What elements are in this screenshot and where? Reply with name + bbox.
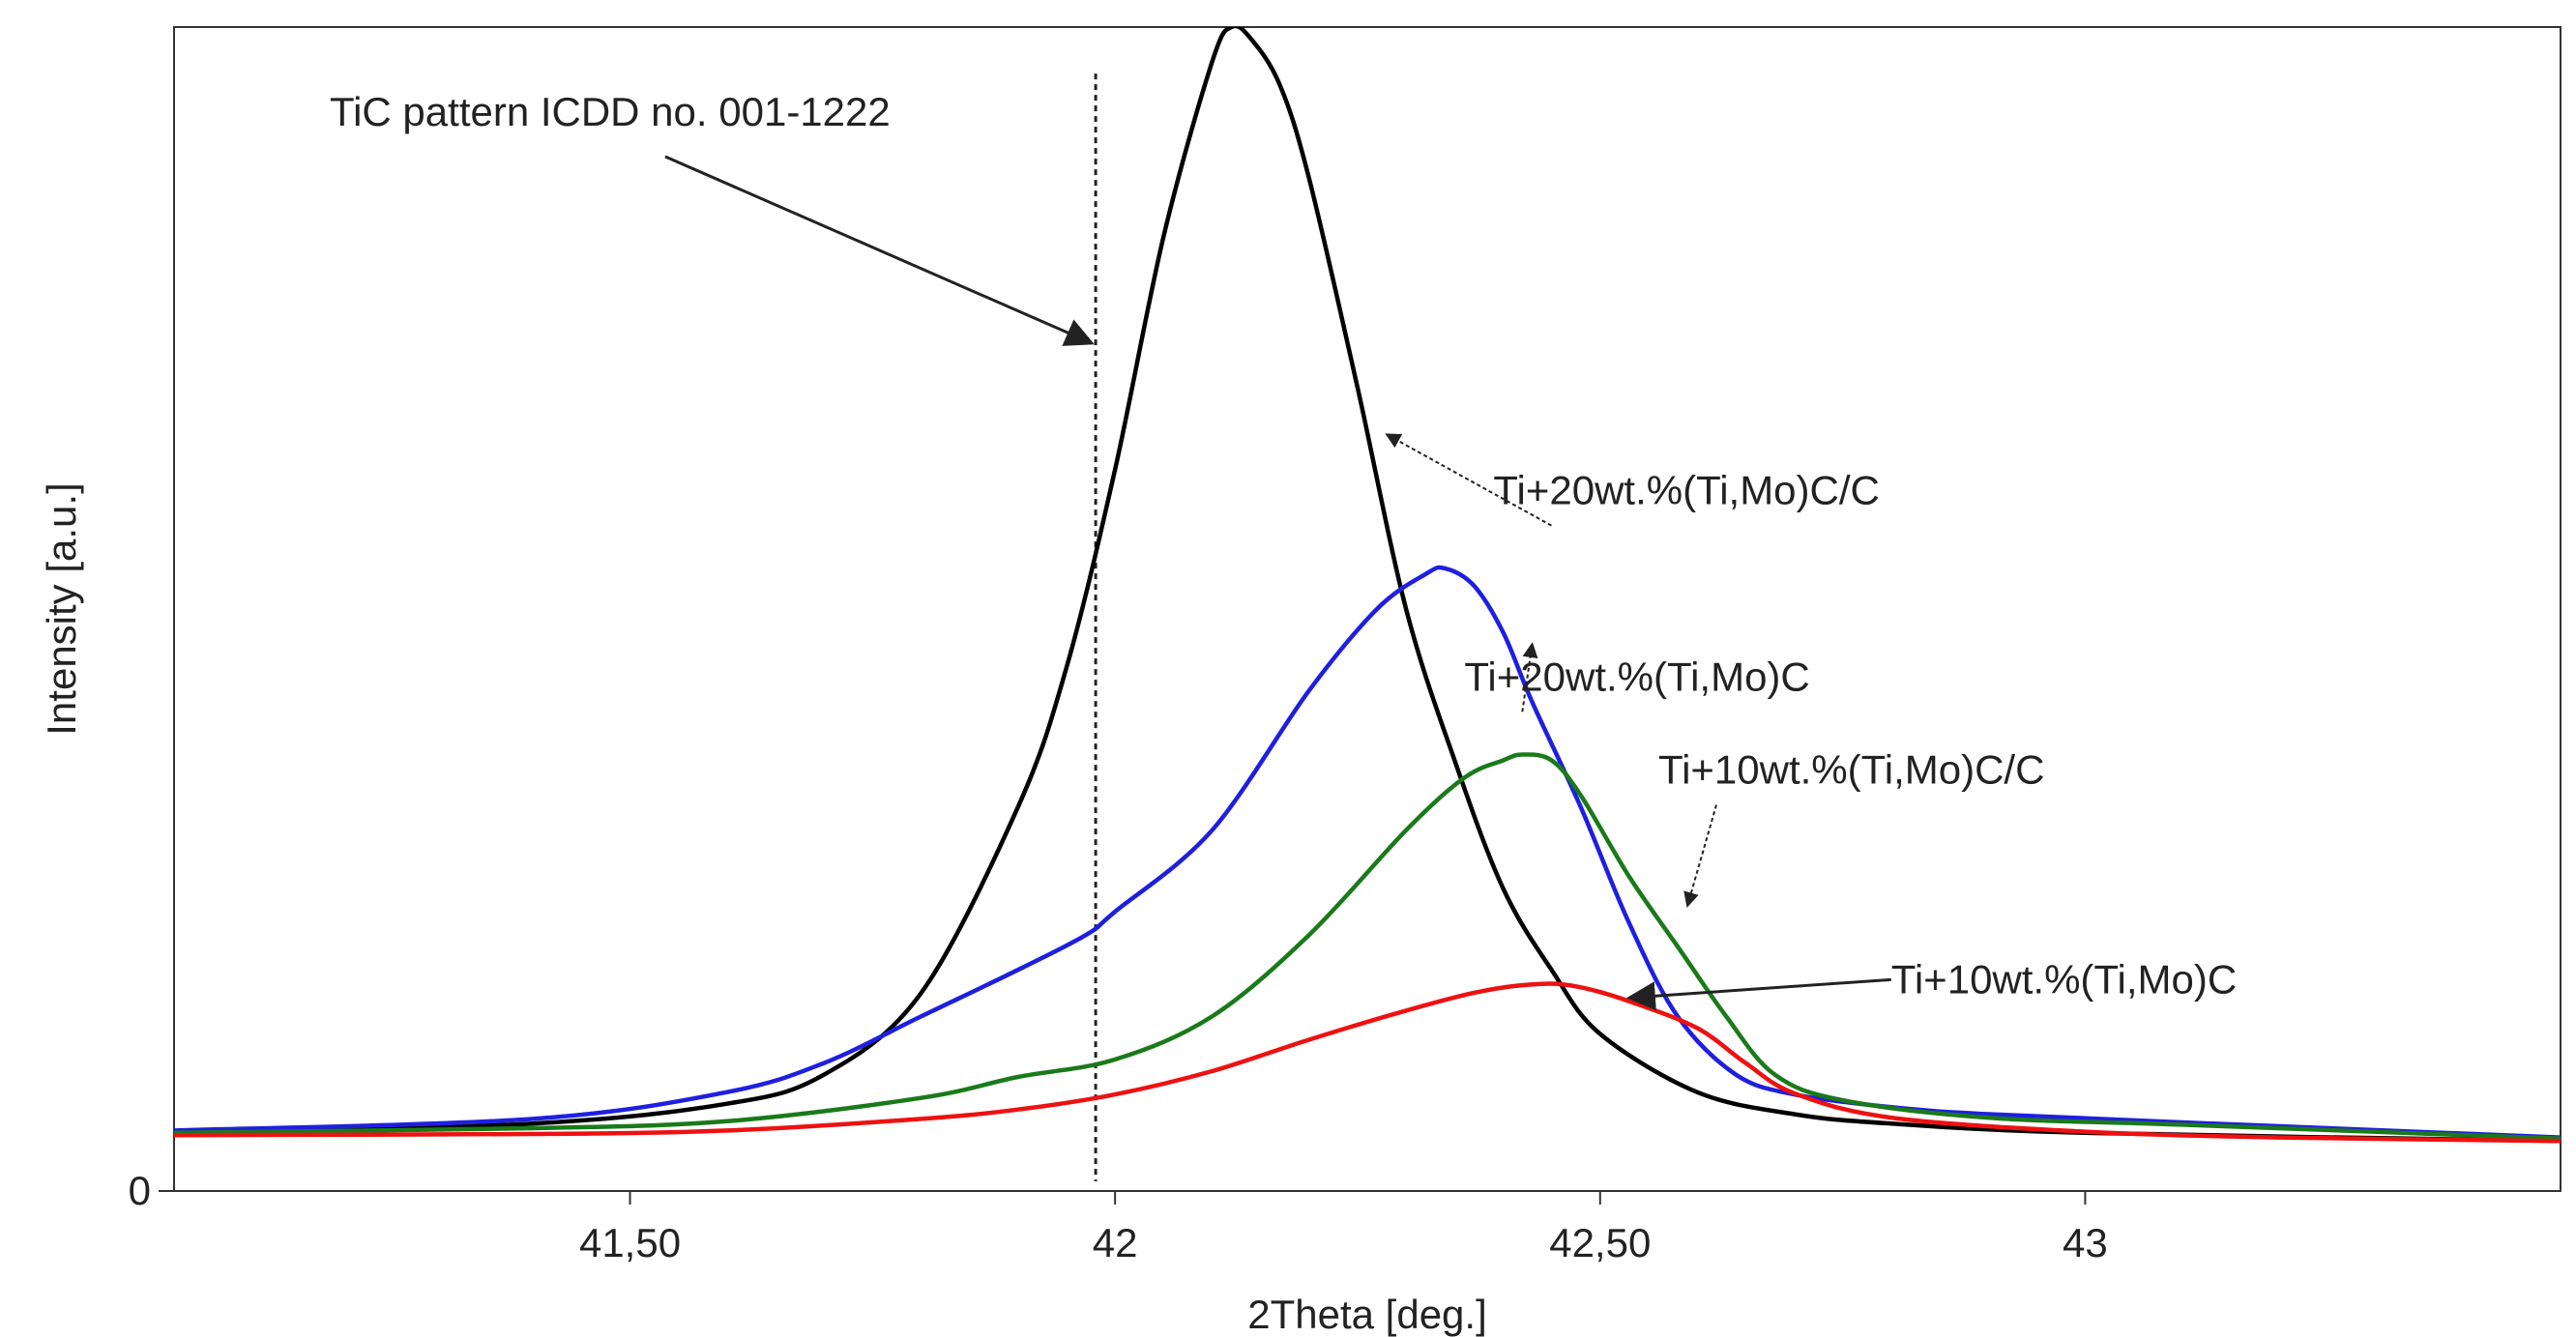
series-line-3 bbox=[174, 752, 2561, 1142]
x-tick-label: 42,50 bbox=[1549, 1220, 1651, 1265]
series-arrow-2 bbox=[1521, 642, 1538, 712]
series-label-3: Ti+10wt.%(Ti,Mo)C/C bbox=[1658, 747, 2044, 793]
plot-frame bbox=[173, 26, 2561, 1192]
series-label-2: Ti+20wt.%(Ti,Mo)C bbox=[1464, 654, 1809, 699]
x-tick-label: 43 bbox=[2063, 1220, 2108, 1265]
series-line-2 bbox=[174, 565, 2561, 1140]
series-group bbox=[174, 27, 2561, 1144]
series-line-4 bbox=[174, 981, 2561, 1144]
series-arrow-1 bbox=[1385, 433, 1552, 527]
x-tick-label: 42 bbox=[1093, 1220, 1138, 1265]
axis-ticks: 41,50 42 42,50 43 0 bbox=[129, 1168, 2108, 1265]
annotations: TiC pattern ICDD no. 001-1222 Ti+20wt.%(T… bbox=[330, 89, 2237, 1011]
series-arrow-3 bbox=[1683, 804, 1717, 908]
y-axis-title: Intensity [a.u.] bbox=[39, 482, 84, 735]
series-label-1: Ti+20wt.%(Ti,Mo)C/C bbox=[1493, 468, 1879, 513]
reference-arrow bbox=[664, 155, 1095, 346]
series-label-4: Ti+10wt.%(Ti,Mo)C bbox=[1891, 956, 2237, 1002]
x-tick-label: 41,50 bbox=[579, 1220, 681, 1265]
series-arrow-4 bbox=[1625, 977, 1891, 1011]
y-tick-label: 0 bbox=[129, 1168, 151, 1213]
x-axis-title: 2Theta [deg.] bbox=[1247, 1292, 1487, 1337]
reference-line-label: TiC pattern ICDD no. 001-1222 bbox=[330, 89, 891, 134]
